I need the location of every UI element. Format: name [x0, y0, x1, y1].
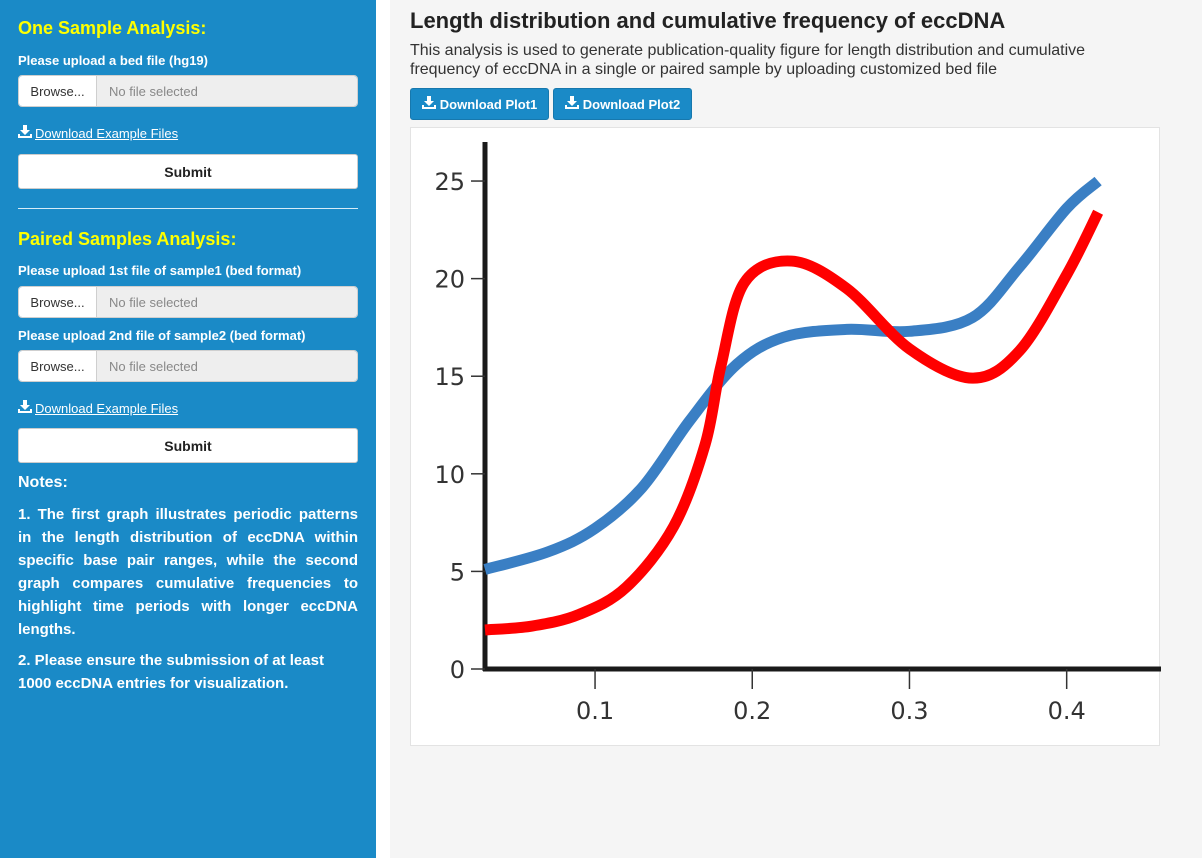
download-plot1-label: Download Plot1 [439, 96, 538, 112]
series-line-1 [483, 176, 1102, 575]
line-chart: 0 5 10 15 20 25 0.1 0.2 0.3 0.4 [434, 142, 1161, 725]
file-name-field: No file selected [97, 287, 357, 317]
x-tick-label: 0.2 [733, 697, 771, 725]
browse-button[interactable]: Browse... [19, 287, 97, 317]
panel-gutter [376, 0, 390, 858]
page-description: This analysis is used to generate public… [410, 42, 1086, 78]
download-icon [421, 96, 436, 112]
section-divider [18, 208, 358, 209]
x-tick-label: 0.1 [576, 697, 614, 725]
paired-upload1-label: Please upload 1st file of sample1 (bed f… [18, 263, 302, 278]
paired-download-example-link[interactable]: Download Example Files [18, 400, 178, 416]
y-tick-label: 15 [434, 363, 465, 391]
download-example-label: Download Example Files [35, 125, 179, 141]
browse-button[interactable]: Browse... [19, 351, 97, 381]
single-analysis-title: One Sample Analysis: [18, 18, 207, 38]
browse-button[interactable]: Browse... [19, 76, 97, 106]
file-name-field: No file selected [97, 351, 357, 381]
y-tick-label: 20 [434, 266, 465, 294]
y-tick-label: 5 [450, 558, 465, 586]
y-tick-label: 10 [434, 461, 465, 489]
note-2: 2. Please ensure the submission of at le… [18, 652, 324, 692]
x-tick-label: 0.4 [1048, 697, 1086, 725]
download-icon [18, 125, 32, 141]
download-plot1-button[interactable]: Download Plot1 [410, 88, 549, 120]
page-title: Length distribution and cumulative frequ… [410, 8, 1006, 33]
chart-panel: 0 5 10 15 20 25 0.1 0.2 0.3 0.4 [410, 127, 1161, 746]
sidebar-panel: One Sample Analysis: Please upload a bed… [0, 0, 376, 858]
download-plot2-label: Download Plot2 [582, 96, 681, 112]
paired-submit-button[interactable]: Submit [18, 428, 358, 463]
paired-analysis-title: Paired Samples Analysis: [18, 229, 237, 249]
download-icon [564, 96, 579, 112]
single-file-input[interactable]: Browse... No file selected [18, 75, 358, 107]
y-tick-label: 25 [434, 168, 465, 196]
paired-file2-input[interactable]: Browse... No file selected [18, 350, 358, 382]
series-line-2 [484, 209, 1104, 636]
notes-title: Notes: [18, 474, 68, 491]
file-name-field: No file selected [97, 76, 357, 106]
single-upload-label: Please upload a bed file (hg19) [18, 53, 208, 68]
x-tick-label: 0.3 [890, 697, 928, 725]
note-1: 1. The first graph illustrates periodic … [18, 506, 358, 638]
download-plot2-button[interactable]: Download Plot2 [553, 88, 692, 120]
download-icon [18, 400, 32, 416]
paired-file1-input[interactable]: Browse... No file selected [18, 286, 358, 318]
download-example-label: Download Example Files [35, 400, 179, 416]
y-tick-label: 0 [450, 656, 465, 684]
single-download-example-link[interactable]: Download Example Files [18, 125, 178, 141]
paired-upload2-label: Please upload 2nd file of sample2 (bed f… [18, 328, 306, 343]
single-submit-button[interactable]: Submit [18, 154, 358, 189]
